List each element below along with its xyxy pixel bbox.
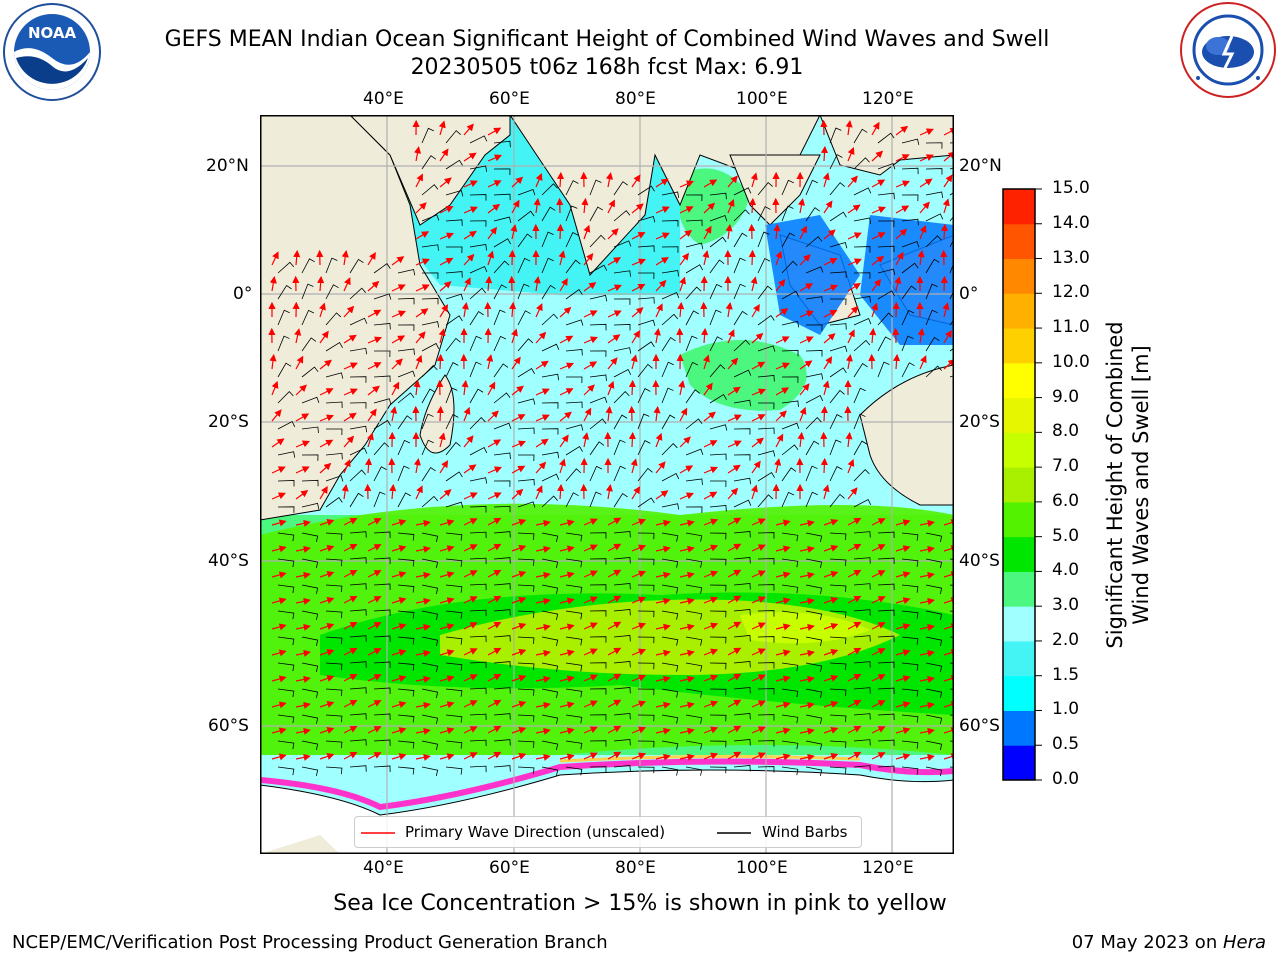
colorbar-tick-label: 4.0 [1052,560,1079,580]
colorbar-tick-label: 0.5 [1052,734,1079,754]
wave-direction-legend-icon [361,830,395,836]
colorbar-tick-label: 10.0 [1052,352,1090,372]
chart-title: GEFS MEAN Indian Ocean Significant Heigh… [0,27,1214,52]
lat-tick-right-20n: 20°N [959,156,1002,176]
lat-tick-left-20n: 20°N [206,156,249,176]
lat-tick-right-20s: 20°S [959,412,1000,432]
colorbar-block [1003,467,1035,502]
wave-arrow [752,251,753,265]
colorbar-block [1003,710,1035,745]
colorbar-tick-label: 12.0 [1052,282,1090,302]
colorbar-tick-label: 3.0 [1052,595,1079,615]
colorbar-tick-label: 0.0 [1052,769,1079,789]
colorbar-block [1003,328,1035,363]
lat-tick-left-40s: 40°S [208,551,249,571]
colorbar-tick-label: 6.0 [1052,491,1079,511]
colorbar-block [1003,189,1035,224]
colorbar-block [1003,571,1035,606]
colorbar-block [1003,259,1035,294]
colorbar-tick-label: 5.0 [1052,526,1079,546]
svg-text:NOAA: NOAA [28,24,77,42]
colorbar-block [1003,432,1035,467]
colorbar-tick-label: 13.0 [1052,248,1090,268]
lon-tick-top-120e: 120°E [862,89,914,109]
lon-tick-bottom-120e: 120°E [862,858,914,878]
colorbar-block [1003,676,1035,711]
colorbar-block [1003,641,1035,676]
lat-tick-right-40s: 40°S [959,551,1000,571]
legend-barb-label: Wind Barbs [762,823,847,841]
colorbar-tick-label: 7.0 [1052,456,1079,476]
colorbar-label: Significant Height of Combined Wind Wave… [1102,321,1154,648]
wave-arrow [560,225,561,239]
colorbar-block [1003,398,1035,433]
wave-arrow [560,173,561,187]
wave-arrow [440,355,441,369]
colorbar [1002,188,1048,782]
wave-arrow [632,381,633,395]
footer-date: 07 May 2023 on Hera [1072,932,1266,953]
colorbar-tick-label: 15.0 [1052,178,1090,198]
wave-arrow [944,277,945,291]
footer-host: Hera [1223,932,1266,953]
colorbar-tick-label: 9.0 [1052,387,1079,407]
lon-tick-bottom-100e: 100°E [736,858,788,878]
wave-arrow [824,407,825,421]
legend-wave-label: Primary Wave Direction (unscaled) [405,823,665,841]
lon-tick-bottom-60e: 60°E [489,858,530,878]
colorbar-block [1003,502,1035,537]
lon-tick-bottom-40e: 40°E [363,858,404,878]
lat-tick-right-0: 0° [959,284,978,304]
colorbar-tick-label: 1.0 [1052,699,1079,719]
lon-tick-top-60e: 60°E [489,89,530,109]
colorbar-block [1003,537,1035,572]
colorbar-tick-label: 11.0 [1052,317,1090,337]
lat-tick-left-0: 0° [233,284,252,304]
chart-subtitle: 20230505 t06z 168h fcst Max: 6.91 [0,55,1214,80]
wave-arrow [632,433,633,447]
colorbar-tick-label: 2.0 [1052,630,1079,650]
colorbar-block [1003,224,1035,259]
lon-tick-top-100e: 100°E [736,89,788,109]
wave-arrow [440,407,441,421]
colorbar-tick-label: 8.0 [1052,421,1079,441]
noaa-logo-icon: NOAA [2,2,102,102]
lat-tick-right-60s: 60°S [959,716,1000,736]
sea-ice-note: Sea Ice Concentration > 15% is shown in … [0,891,1280,916]
footer-branch: NCEP/EMC/Verification Post Processing Pr… [12,932,608,953]
colorbar-block [1003,606,1035,641]
lon-tick-bottom-80e: 80°E [615,858,656,878]
nws-logo-icon [1178,0,1278,100]
colorbar-block [1003,363,1035,398]
map-legend: Primary Wave Direction (unscaled) Wind B… [354,816,862,848]
colorbar-tick-label: 14.0 [1052,213,1090,233]
wind-barb-legend-icon [717,830,751,836]
lat-tick-left-20s: 20°S [208,412,249,432]
colorbar-tick-label: 1.5 [1052,665,1079,685]
lon-tick-top-40e: 40°E [363,89,404,109]
colorbar-block [1003,745,1035,780]
lat-tick-left-60s: 60°S [208,716,249,736]
map-panel [260,115,954,854]
colorbar-block [1003,293,1035,328]
lon-tick-top-80e: 80°E [615,89,656,109]
wave-arrow [824,459,825,473]
